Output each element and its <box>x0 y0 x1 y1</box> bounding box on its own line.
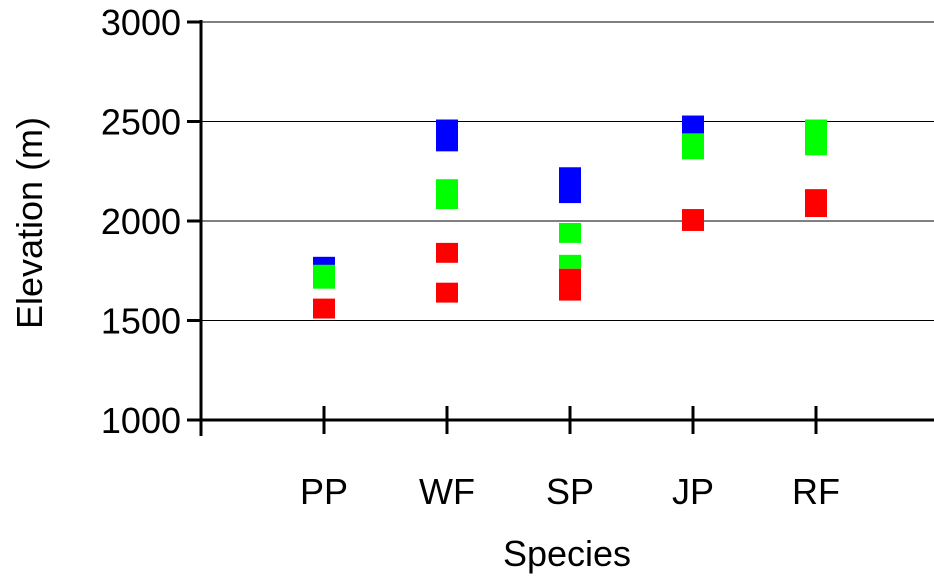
x-axis-title: Species <box>503 533 631 574</box>
tick-labels: 1000 1500 2000 2500 3000 PP WF SP JP RF <box>101 2 840 512</box>
x-tick-label: WF <box>419 471 475 512</box>
data-point <box>313 264 335 289</box>
x-tick-label: PP <box>300 471 348 512</box>
y-tick-label: 1500 <box>101 301 181 342</box>
data-point <box>559 268 581 301</box>
data-point <box>805 119 827 156</box>
data-point <box>436 179 458 210</box>
data-point <box>682 133 704 160</box>
x-tick-label: SP <box>546 471 594 512</box>
data-point <box>682 209 704 231</box>
x-tick-label: JP <box>672 471 714 512</box>
data-point <box>436 282 458 303</box>
data-point <box>313 298 335 319</box>
data-point <box>313 256 335 267</box>
data-point <box>805 189 827 218</box>
y-tick-label: 1000 <box>101 400 181 441</box>
data-point <box>682 115 704 134</box>
data-marks <box>313 115 827 319</box>
gridlines <box>201 21 934 321</box>
y-tick-label: 2000 <box>101 201 181 242</box>
x-tick-label: RF <box>792 471 840 512</box>
y-axis-title: Elevation (m) <box>9 117 50 329</box>
data-point <box>559 254 581 269</box>
data-point <box>559 167 581 204</box>
y-tick-label: 2500 <box>101 102 181 143</box>
data-point <box>559 222 581 243</box>
y-tick-label: 3000 <box>101 2 181 43</box>
data-point <box>436 119 458 152</box>
data-point <box>436 242 458 263</box>
axes <box>187 20 934 436</box>
